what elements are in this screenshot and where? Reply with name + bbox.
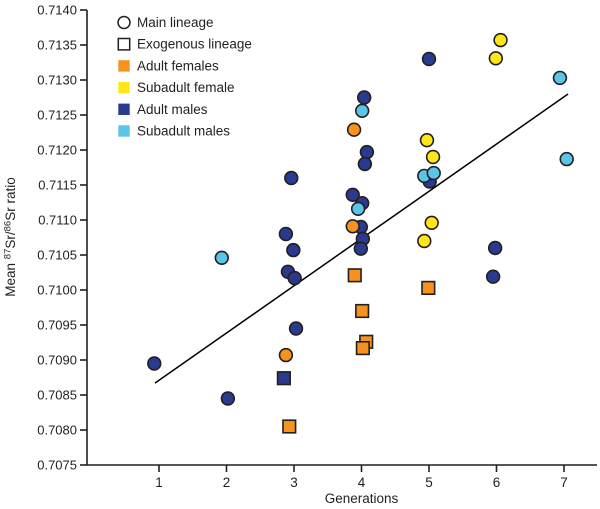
data-point bbox=[355, 303, 370, 319]
data-point bbox=[425, 149, 441, 165]
data-point bbox=[355, 340, 370, 356]
data-point bbox=[288, 321, 304, 336]
data-point bbox=[421, 280, 436, 296]
x-tick-label: 7 bbox=[560, 475, 568, 490]
series-circle-subadult_male bbox=[214, 70, 574, 265]
x-tick-label: 5 bbox=[425, 475, 433, 490]
adult_female-swatch-icon bbox=[118, 60, 130, 72]
data-point bbox=[350, 201, 366, 217]
y-tick-label: 0.7095 bbox=[37, 318, 77, 333]
data-point bbox=[419, 133, 435, 148]
data-point bbox=[220, 391, 236, 406]
legend: Main lineage Exogenous lineage Adult femal… bbox=[117, 15, 252, 139]
y-axis-label: Mean 87Sr/86Sr ratio bbox=[3, 177, 19, 296]
x-axis-label: Generations bbox=[325, 491, 399, 506]
legend-label: Subadult female bbox=[137, 80, 235, 95]
legend-item: Subadult female bbox=[118, 80, 235, 95]
data-point bbox=[354, 103, 370, 119]
data-point bbox=[559, 151, 574, 167]
data-point bbox=[552, 70, 568, 86]
y-tick-label: 0.7140 bbox=[37, 3, 77, 18]
legend-label: Adult females bbox=[137, 58, 219, 73]
legend-item: Main lineage bbox=[117, 15, 214, 30]
y-tick-label: 0.7105 bbox=[37, 248, 77, 263]
adult_male-swatch-icon bbox=[118, 103, 130, 115]
legend-label: Adult males bbox=[137, 102, 208, 117]
data-point bbox=[426, 165, 441, 181]
legend-item: Exogenous lineage bbox=[117, 37, 252, 52]
y-tick-label: 0.7115 bbox=[38, 178, 77, 193]
x-tick-label: 3 bbox=[290, 475, 298, 490]
series-square-adult_male bbox=[276, 371, 291, 386]
y-tick-label: 0.7120 bbox=[37, 143, 77, 158]
y-tick-label: 0.7125 bbox=[37, 108, 77, 123]
series-circle-subadult_female bbox=[417, 32, 508, 249]
data-point bbox=[346, 122, 362, 137]
data-point bbox=[424, 215, 439, 231]
y-tick-label: 0.7075 bbox=[37, 458, 77, 473]
data-point bbox=[278, 347, 294, 363]
data-point bbox=[276, 371, 291, 386]
y-tick-label: 0.7080 bbox=[37, 423, 77, 438]
data-point bbox=[345, 187, 360, 203]
x-tick-label: 4 bbox=[358, 475, 366, 490]
legend-label: Exogenous lineage bbox=[137, 37, 252, 52]
data-point bbox=[147, 356, 162, 371]
data-point bbox=[214, 250, 229, 265]
legend-label: Subadult males bbox=[137, 124, 230, 139]
exogenous-lineage-square-icon bbox=[117, 37, 131, 51]
data-point bbox=[488, 51, 504, 66]
data-point bbox=[357, 90, 372, 105]
y-tick-label: 0.7085 bbox=[37, 388, 77, 403]
legend-item: Adult females bbox=[118, 58, 219, 73]
subadult_male-swatch-icon bbox=[118, 125, 130, 137]
data-point bbox=[282, 419, 297, 434]
y-tick-label: 0.7090 bbox=[37, 353, 77, 368]
data-point bbox=[284, 170, 299, 186]
data-point bbox=[353, 241, 369, 256]
data-point bbox=[487, 240, 503, 256]
legend-item: Subadult males bbox=[118, 124, 230, 139]
y-tick-label: 0.7110 bbox=[38, 213, 77, 228]
data-point bbox=[345, 219, 360, 234]
x-tick-label: 2 bbox=[223, 475, 231, 490]
data-point bbox=[286, 242, 301, 258]
y-tick-label: 0.7100 bbox=[37, 283, 77, 298]
legend-label: Main lineage bbox=[137, 15, 214, 30]
data-point bbox=[417, 233, 432, 249]
data-point bbox=[485, 269, 501, 284]
x-tick-label: 1 bbox=[155, 475, 163, 490]
data-point bbox=[347, 268, 362, 283]
series-square-adult_female bbox=[282, 268, 436, 434]
subadult_female-swatch-icon bbox=[118, 81, 130, 94]
main-lineage-circle-icon bbox=[117, 15, 131, 30]
data-point bbox=[359, 144, 375, 160]
data-point bbox=[287, 270, 302, 286]
series-circle-adult_female bbox=[278, 122, 362, 363]
data-point bbox=[357, 156, 373, 172]
x-tick-label: 6 bbox=[493, 475, 501, 490]
legend-item: Adult males bbox=[118, 102, 208, 117]
y-tick-label: 0.7135 bbox=[37, 38, 77, 53]
data-point bbox=[493, 32, 508, 48]
data-point bbox=[421, 51, 437, 67]
data-point bbox=[278, 226, 294, 242]
y-tick-label: 0.7130 bbox=[37, 73, 77, 88]
